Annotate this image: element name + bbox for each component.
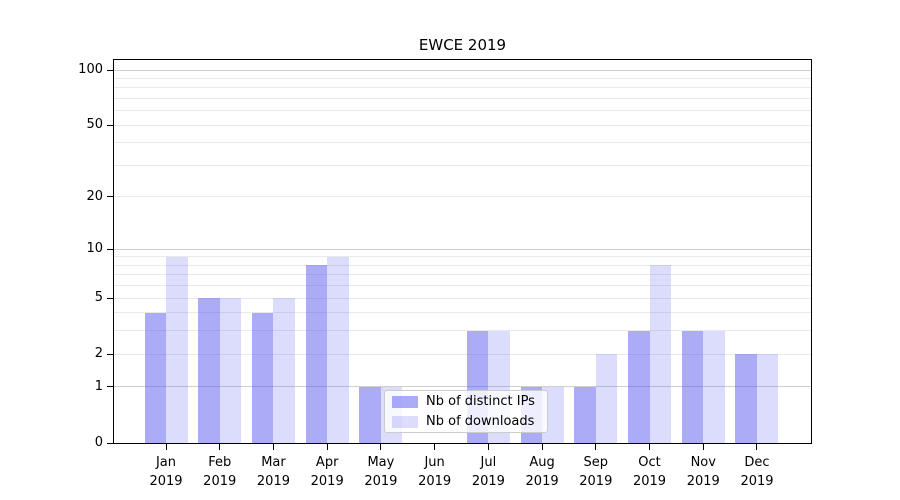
bar-distinct-ips xyxy=(681,330,704,443)
bar-downloads xyxy=(219,298,242,443)
minor-gridline xyxy=(114,330,811,332)
x-tick-label: Aug 2019 xyxy=(525,455,559,489)
y-tick-mark xyxy=(107,69,114,71)
minor-gridline xyxy=(114,124,811,126)
legend-item-distinct-ips: Nb of distinct IPs xyxy=(385,393,547,410)
y-tick-label: 50 xyxy=(86,117,103,133)
x-tick-mark xyxy=(326,444,328,450)
minor-gridline xyxy=(114,264,811,266)
x-tick-label: Mar 2019 xyxy=(256,455,290,489)
minor-gridline xyxy=(114,285,811,287)
minor-gridline xyxy=(114,274,811,276)
minor-gridline xyxy=(114,196,811,198)
minor-gridline xyxy=(114,353,811,355)
x-axis: Jan 2019 Feb 2019 Mar 2019 Apr 2019 May 2019 Jun 20… xyxy=(114,443,811,500)
x-tick-mark xyxy=(165,444,167,450)
x-tick-label: Dec 2019 xyxy=(740,455,774,489)
bar-distinct-ips xyxy=(574,386,596,443)
x-tick-label: Oct 2019 xyxy=(632,455,667,489)
x-tick-label: Jul 2019 xyxy=(471,455,505,489)
y-tick-label: 20 xyxy=(86,188,103,204)
bar-downloads xyxy=(595,354,618,443)
bar-distinct-ips xyxy=(144,312,166,443)
x-tick-label: Nov 2019 xyxy=(686,455,720,489)
bar-distinct-ips xyxy=(628,330,650,443)
x-tick-mark xyxy=(380,444,382,450)
y-tick-mark xyxy=(107,124,114,126)
x-tick-label: Sep 2019 xyxy=(579,455,613,489)
plot-area: Nb of distinct IPs Nb of downloads xyxy=(114,60,811,443)
y-tick-mark xyxy=(107,353,114,355)
x-tick-mark xyxy=(702,444,704,450)
minor-gridline xyxy=(114,297,811,299)
legend: Nb of distinct IPs Nb of downloads xyxy=(384,390,548,433)
bar-downloads xyxy=(756,354,779,443)
x-tick-mark xyxy=(541,444,543,450)
major-gridline xyxy=(114,248,811,250)
minor-gridline xyxy=(114,312,811,314)
x-tick-mark xyxy=(487,444,489,450)
x-tick-mark xyxy=(595,444,597,450)
x-tick-mark xyxy=(756,444,758,450)
bar-downloads xyxy=(649,265,672,443)
minor-gridline xyxy=(114,164,811,166)
bar-downloads xyxy=(273,298,295,443)
legend-swatch-downloads-icon xyxy=(392,415,418,428)
bar-downloads xyxy=(166,256,188,443)
chart-title: EWCE 2019 xyxy=(418,36,507,54)
bar-downloads xyxy=(327,256,349,443)
bar-distinct-ips xyxy=(251,312,274,443)
y-tick-mark xyxy=(107,248,114,250)
minor-gridline xyxy=(114,256,811,258)
legend-label-distinct-ips: Nb of distinct IPs xyxy=(426,394,535,409)
x-tick-mark xyxy=(434,444,436,450)
legend-swatch-distinct-ips-icon xyxy=(392,395,418,408)
x-tick-mark xyxy=(219,444,221,450)
y-axis: 0 1 2 5 10 20 50 100 xyxy=(0,60,114,450)
x-tick-label: Jan 2019 xyxy=(149,455,183,489)
bar-distinct-ips xyxy=(735,354,757,443)
x-tick-label: Jun 2019 xyxy=(418,455,452,489)
y-tick-mark xyxy=(107,386,114,388)
x-tick-label: May 2019 xyxy=(364,455,398,489)
legend-item-downloads: Nb of downloads xyxy=(385,413,547,430)
y-tick-label: 0 xyxy=(94,435,103,450)
x-tick-mark xyxy=(272,444,274,450)
y-tick-label: 1 xyxy=(94,378,103,394)
bar-downloads xyxy=(703,330,725,443)
minor-gridline xyxy=(114,97,811,99)
minor-gridline xyxy=(114,87,811,89)
minor-gridline xyxy=(114,110,811,112)
major-gridline xyxy=(114,386,811,388)
y-tick-label: 10 xyxy=(86,241,103,257)
minor-gridline xyxy=(114,142,811,144)
y-tick-label: 2 xyxy=(94,346,103,362)
y-tick-mark xyxy=(107,442,114,444)
major-gridline xyxy=(114,69,811,71)
bar-distinct-ips xyxy=(359,386,381,443)
y-tick-mark xyxy=(107,196,114,198)
y-tick-label: 100 xyxy=(78,62,103,77)
x-tick-mark xyxy=(649,444,651,450)
y-tick-mark xyxy=(107,297,114,299)
bar-distinct-ips xyxy=(305,265,328,443)
y-tick-label: 5 xyxy=(94,290,103,306)
minor-gridline xyxy=(114,77,811,79)
x-tick-label: Feb 2019 xyxy=(203,455,237,489)
bar-distinct-ips xyxy=(198,298,220,443)
x-tick-label: Apr 2019 xyxy=(310,455,344,489)
legend-label-downloads: Nb of downloads xyxy=(426,414,535,429)
